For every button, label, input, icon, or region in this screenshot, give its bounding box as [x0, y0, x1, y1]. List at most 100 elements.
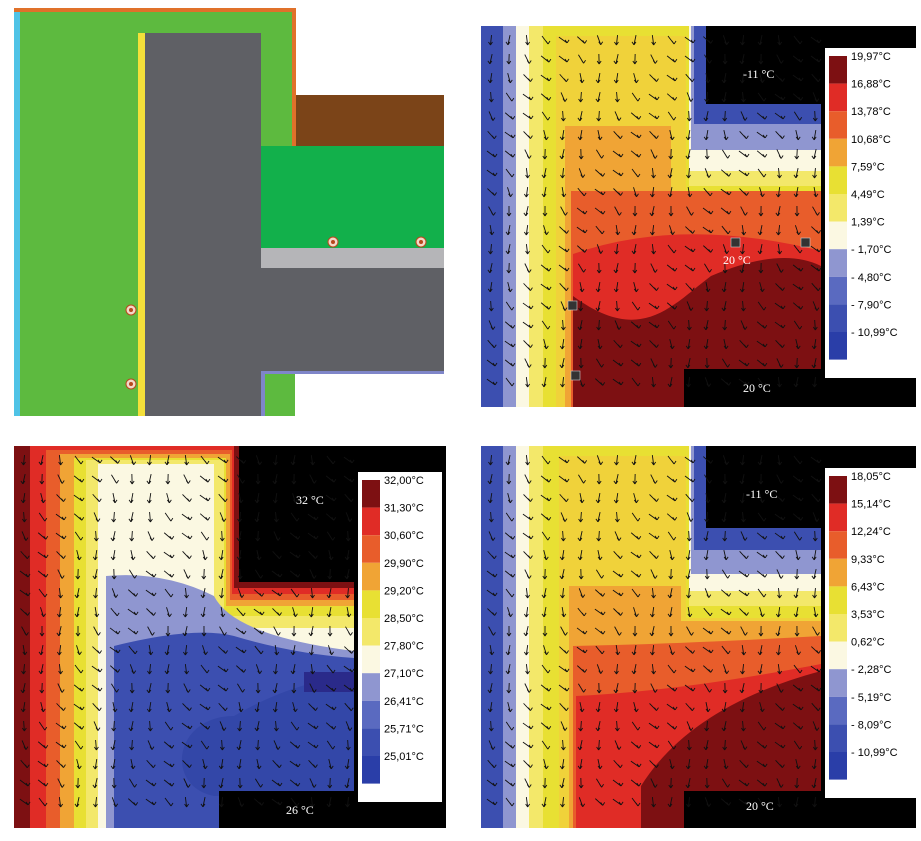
flux-arrow: [202, 759, 208, 770]
legend-label: - 2,28°C: [851, 664, 892, 676]
flux-arrow: [541, 168, 547, 179]
flux-arrow: [720, 188, 732, 196]
flux-arrow: [540, 55, 552, 63]
flux-arrow: [704, 474, 712, 484]
flux-arrow: [631, 721, 641, 731]
screed-layer: [261, 248, 444, 268]
flux-arrow: [326, 607, 332, 618]
flux-arrow: [615, 644, 621, 656]
flux-arrow: [505, 455, 511, 466]
flux-arrow: [76, 759, 82, 770]
flux-arrow: [182, 760, 192, 768]
flux-arrow: [487, 474, 493, 485]
legend-label: - 10,99°C: [851, 327, 898, 339]
flux-arrow: [812, 796, 817, 808]
flux-arrow: [146, 701, 152, 713]
flux-arrow: [272, 683, 278, 694]
flux-arrow: [812, 301, 820, 311]
flux-arrow: [812, 587, 817, 599]
legend-label: 4,49°C: [851, 189, 885, 201]
flux-arrow: [577, 187, 587, 197]
flux-arrow: [488, 454, 493, 466]
summer-panel: 32 °C 26 °C 32,00°C 31,30°C 30,60°C 29,90°C…: [14, 446, 446, 828]
legend-label: 3,53°C: [851, 609, 885, 621]
flux-arrow: [56, 644, 62, 656]
flux-arrow: [58, 796, 64, 808]
legend-swatch: [829, 332, 847, 360]
flux-arrow: [613, 263, 619, 274]
flux-arrow: [740, 740, 748, 750]
flux-arrow: [199, 703, 211, 711]
flux-arrow: [613, 759, 623, 769]
flux-arrow: [792, 722, 804, 730]
flux-arrow: [686, 721, 694, 731]
flux-arrow: [756, 741, 768, 749]
flux-arrow: [757, 797, 767, 807]
flux-arrow: [273, 740, 281, 750]
flux-arrow: [487, 683, 493, 694]
flux-arrow: [326, 588, 332, 599]
flux-arrow: [777, 167, 782, 179]
flux-arrow: [129, 530, 135, 542]
flux-arrow: [669, 645, 675, 655]
flux-arrow: [577, 456, 588, 464]
flux-arrow: [200, 455, 210, 465]
flux-arrow: [812, 92, 820, 102]
flux-arrow: [651, 376, 656, 388]
flux-arrow: [219, 739, 225, 751]
flux-arrow: [522, 321, 534, 329]
flux-arrow: [560, 512, 568, 522]
flux-arrow: [20, 550, 30, 560]
flux-arrow: [632, 53, 638, 65]
flux-arrow: [577, 683, 586, 693]
flux-arrow: [559, 646, 569, 654]
flux-arrow: [55, 532, 67, 540]
flux-arrow: [127, 589, 139, 597]
flux-arrow: [21, 720, 27, 732]
flux-arrow: [487, 759, 497, 769]
flux-arrow: [630, 551, 642, 559]
flux-arrow: [309, 683, 317, 693]
flux-arrow: [594, 169, 606, 177]
flux-arrow: [667, 320, 677, 330]
flux-arrow: [541, 320, 551, 330]
flux-arrow: [343, 665, 355, 673]
flux-arrow: [793, 244, 803, 254]
flux-arrow: [146, 608, 156, 616]
flux-arrow: [577, 320, 583, 331]
flux-arrow: [811, 493, 821, 503]
flux-arrow: [37, 779, 49, 787]
legend-swatch: [829, 304, 847, 332]
flux-arrow: [615, 224, 621, 236]
flux-arrow: [739, 263, 745, 274]
flux-arrow: [650, 358, 658, 368]
flux-arrow: [524, 54, 532, 64]
flux-arrow: [236, 665, 247, 673]
flux-arrow: [775, 551, 785, 559]
flux-arrow: [722, 473, 728, 485]
flux-arrow: [613, 72, 619, 84]
flux-arrow: [631, 92, 641, 102]
legend-label: - 4,80°C: [851, 272, 892, 284]
flux-arrow: [630, 570, 642, 578]
flux-arrow: [559, 569, 565, 580]
flux-arrow: [776, 358, 784, 368]
legend-swatch: [829, 531, 847, 559]
flux-arrow: [37, 532, 49, 540]
flux-arrow: [325, 494, 337, 502]
flux-arrow: [685, 129, 691, 141]
flux-arrow: [756, 779, 768, 787]
legend-swatch: [362, 645, 380, 674]
flux-arrow: [776, 263, 784, 273]
flux-arrow: [614, 740, 622, 750]
flux-arrow: [219, 796, 224, 808]
flux-arrow: [201, 777, 207, 789]
flux-arrow: [614, 206, 622, 216]
flux-arrow: [631, 797, 641, 807]
flux-arrow: [704, 588, 712, 598]
flux-arrow: [723, 759, 729, 770]
legend-swatch: [829, 83, 847, 112]
flux-arrow: [543, 550, 549, 561]
flux-arrow: [37, 570, 49, 578]
flux-arrow: [577, 759, 583, 770]
